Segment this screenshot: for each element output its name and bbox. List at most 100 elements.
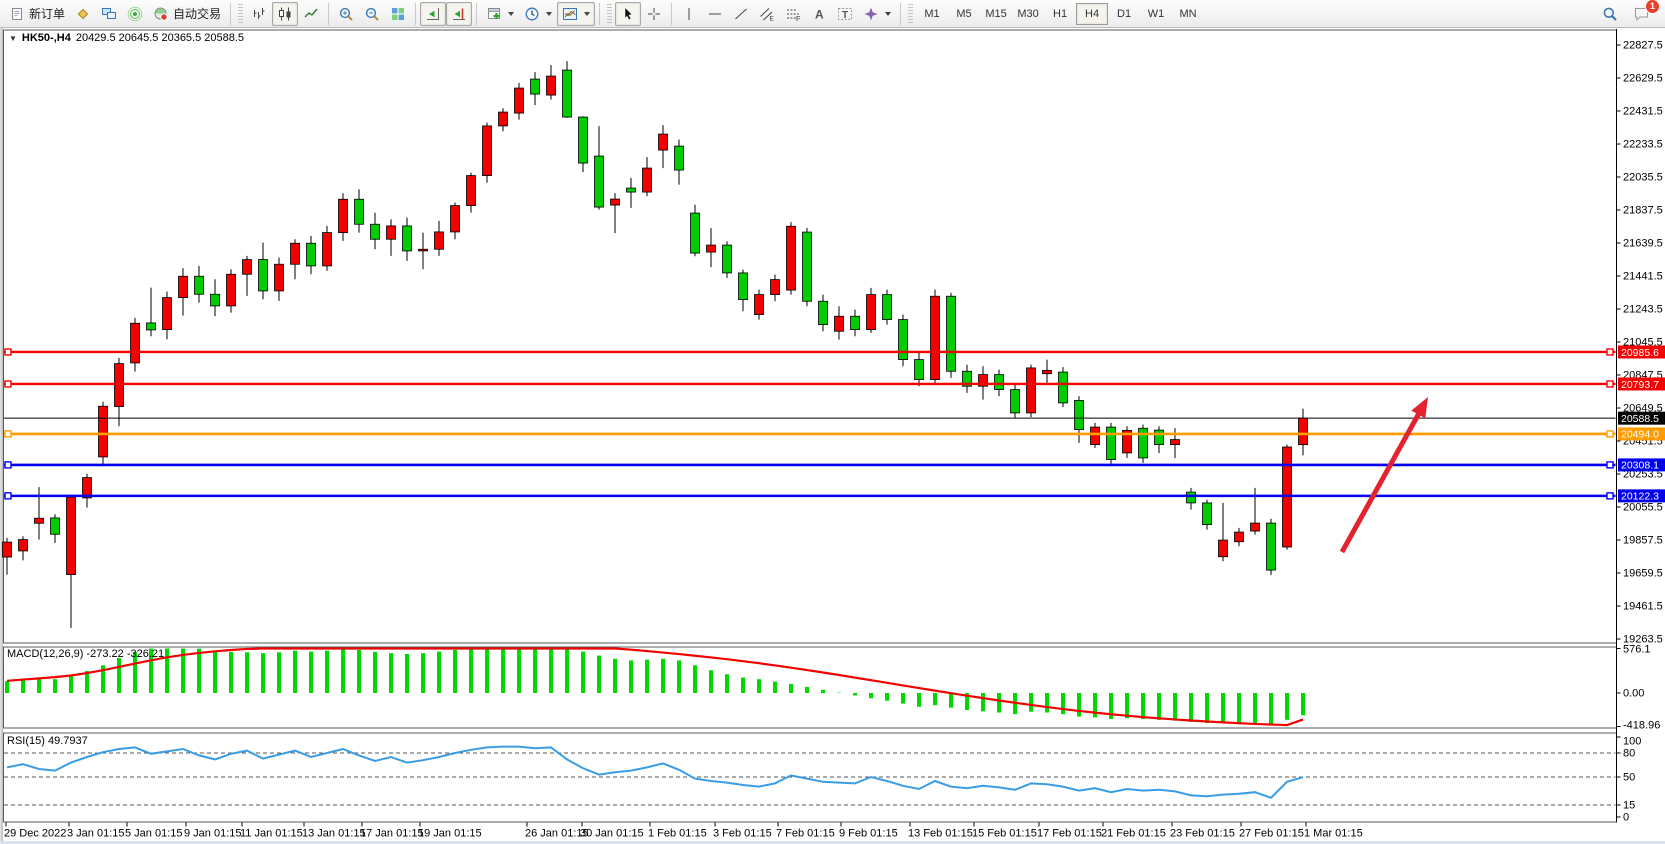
toolbar-grip[interactable] xyxy=(908,3,914,24)
cursor-button[interactable] xyxy=(615,1,642,26)
candle-67[interactable] xyxy=(1074,400,1084,430)
candle-19[interactable] xyxy=(306,242,316,267)
profile-button[interactable] xyxy=(70,2,96,26)
candle-57[interactable] xyxy=(914,359,924,380)
candle-71[interactable] xyxy=(1138,427,1148,459)
candle-6[interactable] xyxy=(98,405,108,458)
candle-65[interactable] xyxy=(1042,370,1052,375)
candle-33[interactable] xyxy=(530,78,540,95)
hline-handle[interactable] xyxy=(4,492,12,500)
main-chart-panel[interactable] xyxy=(3,29,1617,644)
label-button[interactable]: T xyxy=(832,2,858,26)
chevron-down-icon[interactable] xyxy=(584,11,591,16)
timeframe-m5-button[interactable]: M5 xyxy=(956,7,972,20)
hline-handle[interactable] xyxy=(1606,461,1614,469)
candle-56[interactable] xyxy=(898,319,908,360)
candle-21[interactable] xyxy=(338,198,348,233)
autotrading-button[interactable]: 自动交易 xyxy=(148,2,226,26)
candle-73[interactable] xyxy=(1170,439,1180,445)
chart-canvas[interactable]: 22827.5 22629.5 22431.5 22233.5 22035.5 21837… xyxy=(0,29,1665,841)
hline-handle[interactable] xyxy=(4,461,12,469)
candle-4[interactable] xyxy=(66,496,76,575)
timeframe-m1-button[interactable]: M1 xyxy=(924,7,940,20)
candle-51[interactable] xyxy=(818,300,828,325)
candle-63[interactable] xyxy=(1010,389,1020,414)
candle-79[interactable] xyxy=(1266,522,1276,571)
channel-button[interactable]: E xyxy=(754,2,780,26)
candle-30[interactable] xyxy=(482,125,492,176)
candle-50[interactable] xyxy=(802,231,812,302)
candle-11[interactable] xyxy=(178,275,188,298)
hline-handle[interactable] xyxy=(4,430,12,438)
zoom-in-button[interactable] xyxy=(333,2,359,26)
macd-panel[interactable] xyxy=(3,646,1617,729)
candle-12[interactable] xyxy=(194,275,204,295)
candle-72[interactable] xyxy=(1154,429,1164,445)
candle-29[interactable] xyxy=(466,175,476,206)
candle-64[interactable] xyxy=(1026,367,1036,414)
candle-43[interactable] xyxy=(690,212,700,254)
candle-10[interactable] xyxy=(162,297,172,330)
candle-41[interactable] xyxy=(658,133,668,151)
chevron-down-icon[interactable] xyxy=(508,11,515,16)
candle-70[interactable] xyxy=(1122,430,1132,454)
candle-52[interactable] xyxy=(834,315,844,332)
chart-shift-button[interactable] xyxy=(446,1,473,26)
hline-handle[interactable] xyxy=(1606,348,1614,356)
candle-3[interactable] xyxy=(50,517,60,535)
hline-handle[interactable] xyxy=(1606,380,1614,388)
candle-16[interactable] xyxy=(258,259,268,292)
market-watch-button[interactable] xyxy=(96,2,122,26)
candle-25[interactable] xyxy=(402,225,412,252)
hline-handle[interactable] xyxy=(4,348,12,356)
candle-17[interactable] xyxy=(274,263,284,292)
candle-40[interactable] xyxy=(642,167,652,193)
candle-48[interactable] xyxy=(770,279,780,295)
candle-32[interactable] xyxy=(514,87,524,114)
timeframe-h1-button[interactable]: H1 xyxy=(1053,7,1068,20)
candle-66[interactable] xyxy=(1058,371,1068,404)
timeframe-m30-button[interactable]: M30 xyxy=(1017,7,1039,20)
candle-81[interactable] xyxy=(1298,417,1308,446)
candle-5[interactable] xyxy=(82,477,92,499)
hline-handle[interactable] xyxy=(1606,430,1614,438)
candle-58[interactable] xyxy=(930,295,940,380)
candle-54[interactable] xyxy=(866,294,876,330)
chevron-down-icon[interactable]: ▼ xyxy=(9,33,17,43)
zoom-out-button[interactable] xyxy=(359,2,385,26)
timeframe-d1-button[interactable]: D1 xyxy=(1117,7,1132,20)
notifications-button[interactable]: 1 xyxy=(1629,0,1660,26)
candle-49[interactable] xyxy=(786,225,796,291)
tile-windows-button[interactable] xyxy=(385,2,411,26)
candle-44[interactable] xyxy=(706,244,716,253)
candle-39[interactable] xyxy=(626,187,636,193)
candle-38[interactable] xyxy=(610,198,620,206)
trend-arrow-head[interactable] xyxy=(1411,397,1428,419)
chevron-down-icon[interactable] xyxy=(546,11,553,16)
candlestick-button[interactable] xyxy=(272,1,299,26)
timeframe-m15-button[interactable]: M15 xyxy=(985,7,1007,20)
signals-button[interactable] xyxy=(122,2,148,26)
candle-77[interactable] xyxy=(1234,531,1244,543)
candle-34[interactable] xyxy=(546,75,556,96)
trend-arrow-shaft[interactable] xyxy=(1339,409,1423,554)
candle-20[interactable] xyxy=(322,232,332,267)
text-button[interactable]: A xyxy=(806,2,832,26)
candle-62[interactable] xyxy=(994,374,1004,390)
candle-74[interactable] xyxy=(1186,491,1196,504)
candle-76[interactable] xyxy=(1218,539,1228,558)
candle-1[interactable] xyxy=(18,539,28,552)
candle-15[interactable] xyxy=(242,259,252,275)
templates-button[interactable] xyxy=(557,1,596,26)
chevron-down-icon[interactable] xyxy=(885,11,892,16)
candle-9[interactable] xyxy=(146,322,156,331)
shapes-button[interactable] xyxy=(858,2,896,26)
candle-59[interactable] xyxy=(946,295,956,372)
candle-8[interactable] xyxy=(130,322,140,364)
candle-61[interactable] xyxy=(978,374,988,387)
auto-scroll-button[interactable] xyxy=(420,1,447,26)
fibonacci-button[interactable]: F xyxy=(780,2,806,26)
candle-2[interactable] xyxy=(34,517,44,524)
candle-24[interactable] xyxy=(386,225,396,240)
candle-23[interactable] xyxy=(370,223,380,240)
